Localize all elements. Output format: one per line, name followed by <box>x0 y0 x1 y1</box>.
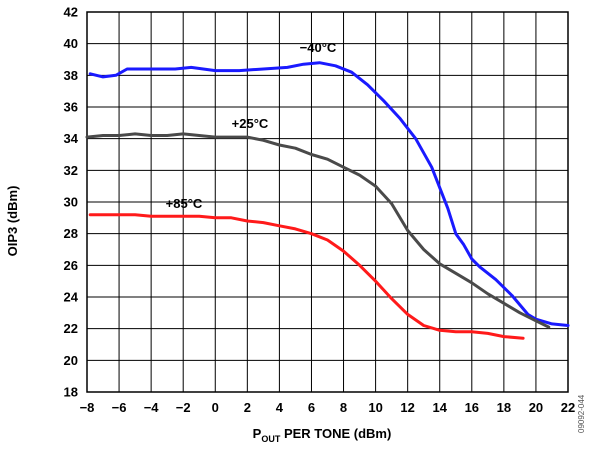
y-tick-label: 34 <box>64 131 79 146</box>
y-tick-label: 20 <box>64 353 78 368</box>
y-axis-title: OIP3 (dBm) <box>5 186 20 257</box>
series-label-minus40: −40°C <box>300 40 337 55</box>
x-tick-label: 20 <box>529 400 543 415</box>
plot-frame <box>86 11 569 393</box>
x-tick-label: 4 <box>276 400 284 415</box>
series-layer <box>85 61 570 340</box>
series-label-plus85: +85°C <box>166 196 203 211</box>
y-tick-label: 42 <box>64 5 78 20</box>
x-tick-label: −2 <box>176 400 191 415</box>
x-tick-label: −8 <box>80 400 95 415</box>
x-tick-label: −4 <box>144 400 160 415</box>
y-tick-label: 18 <box>64 385 78 400</box>
y-tick-label: 32 <box>64 163 78 178</box>
x-tick-label: 14 <box>432 400 447 415</box>
y-tick-label: 22 <box>64 321 78 336</box>
x-tick-label: 22 <box>561 400 575 415</box>
y-tick-label: 38 <box>64 68 78 83</box>
y-tick-label: 28 <box>64 226 78 241</box>
series-line-2 <box>88 213 525 340</box>
x-tick-label: −6 <box>112 400 127 415</box>
y-tick-labels: 18 20 22 24 26 28 30 32 34 36 38 40 42 <box>64 5 79 400</box>
figure-id: 09092-044 <box>577 394 586 433</box>
y-tick-label: 30 <box>64 195 78 210</box>
series-line-1 <box>85 132 551 329</box>
x-tick-labels: −8 −6 −4 −2 0 2 4 6 8 10 12 14 16 18 20 22 <box>80 400 576 415</box>
x-axis-title: POUT PER TONE (dBm) <box>253 426 392 444</box>
x-tick-label: 2 <box>244 400 251 415</box>
x-tick-label: 18 <box>497 400 511 415</box>
y-tick-label: 36 <box>64 100 78 115</box>
x-tick-label: 16 <box>465 400 479 415</box>
x-tick-label: 12 <box>400 400 414 415</box>
series-label-plus25: +25°C <box>232 116 269 131</box>
y-tick-label: 26 <box>64 258 78 273</box>
plot-border <box>86 11 569 393</box>
series-line-0 <box>88 61 570 327</box>
y-tick-label: 24 <box>64 290 79 305</box>
x-tick-label: 0 <box>212 400 219 415</box>
x-tick-label: 6 <box>308 400 315 415</box>
y-tick-label: 40 <box>64 36 78 51</box>
x-tick-label: 10 <box>368 400 382 415</box>
x-tick-label: 8 <box>340 400 347 415</box>
